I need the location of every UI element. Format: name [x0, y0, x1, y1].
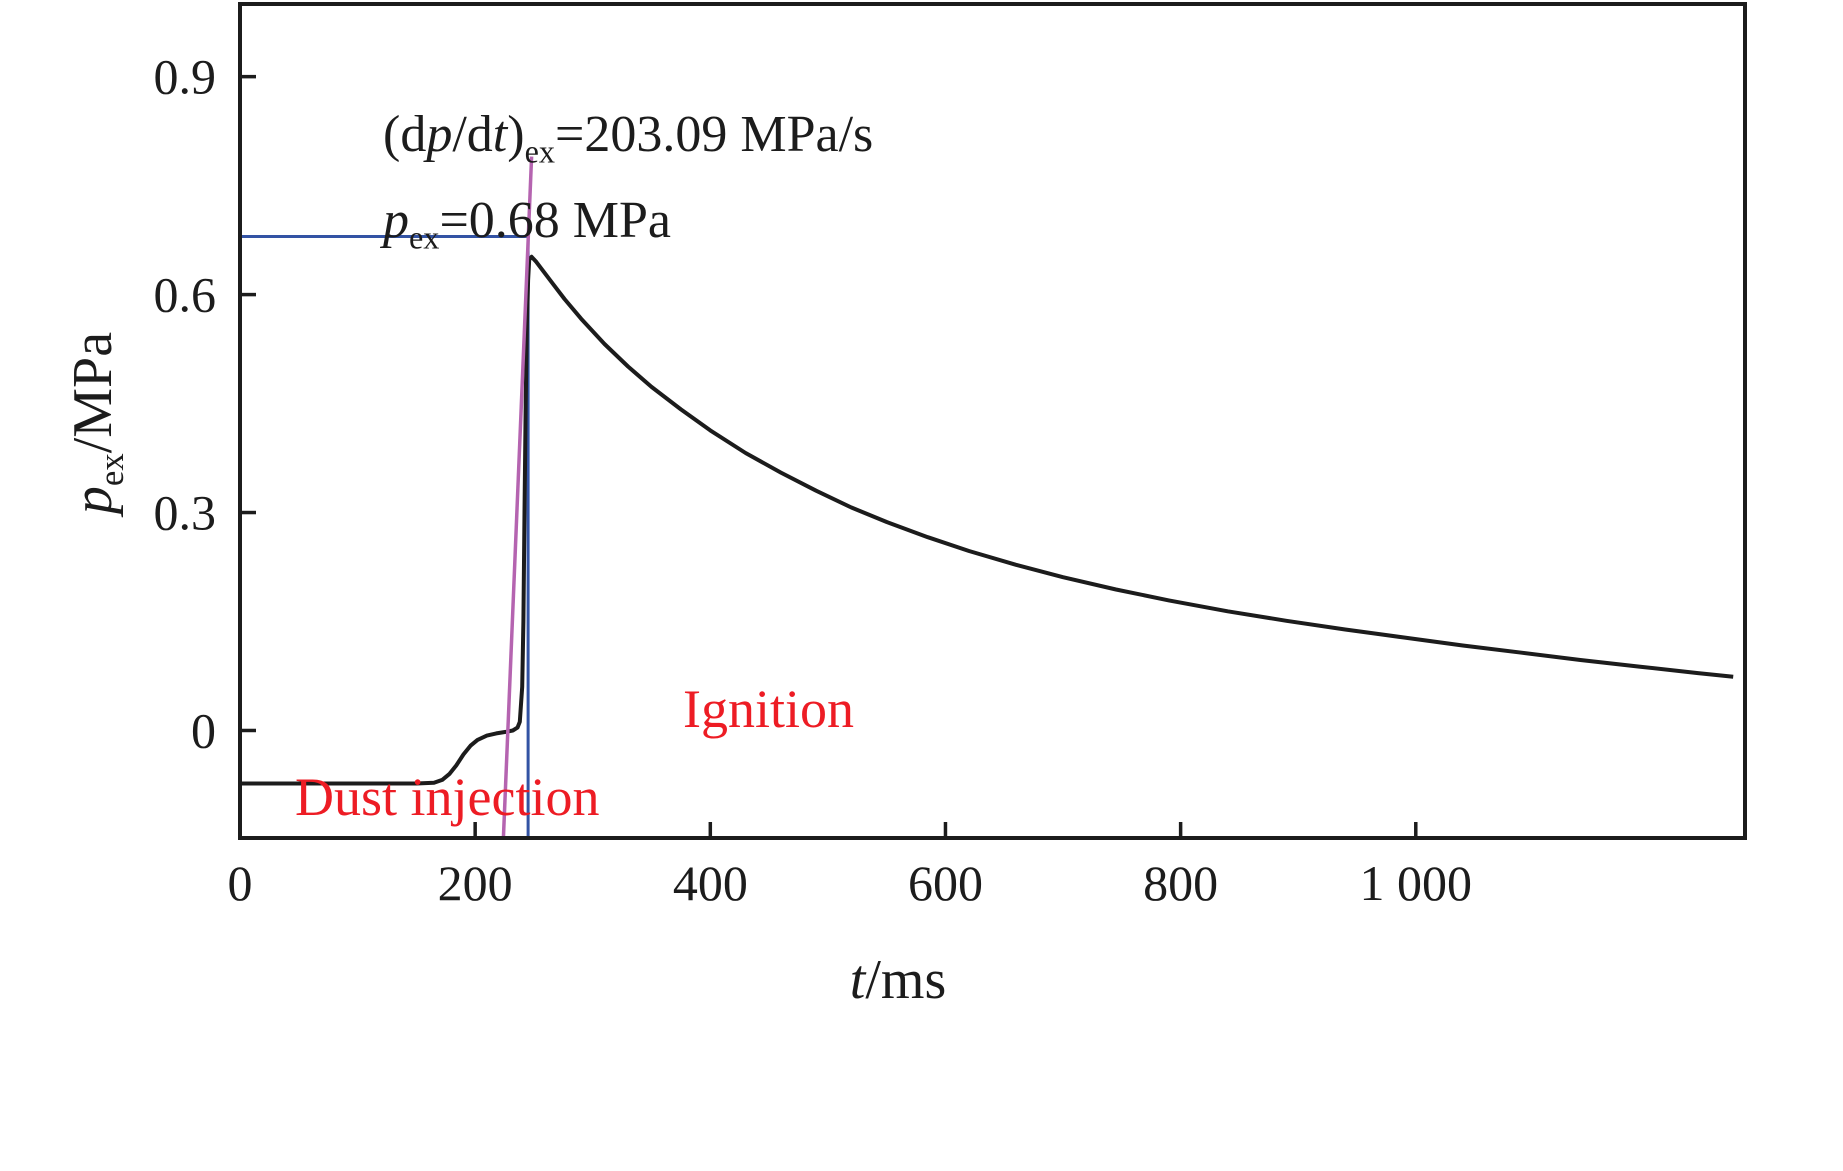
y-tick-label: 0.3	[154, 485, 217, 541]
x-tick-label: 200	[438, 855, 513, 911]
pex-p-var: p	[383, 192, 409, 249]
x-tick-label: 800	[1143, 855, 1218, 911]
x-axis-variable: t	[849, 949, 866, 1011]
dpdt-close: )	[507, 106, 525, 163]
dpdt-p-var: p	[426, 106, 453, 163]
dpdt-tangent-line	[501, 156, 534, 839]
plot-frame	[238, 2, 1747, 840]
dpdt-t-var: t	[492, 106, 508, 163]
x-tick-label: 0	[228, 855, 253, 911]
dust-injection-label: Dust injection	[295, 767, 600, 827]
dpdt-annotation: (dp/dt)ex=203.09 MPa/s	[383, 106, 874, 168]
dpdt-value: =203.09 MPa/s	[555, 106, 874, 163]
pex-subscript: ex	[409, 219, 440, 256]
pressure-trace-line	[240, 254, 1734, 786]
dpdt-mid: /d	[452, 106, 493, 163]
pex-reference-line	[240, 235, 530, 838]
y-axis-unit: /MPa	[62, 331, 124, 454]
pex-annotation: pex=0.68 MPa	[383, 192, 671, 254]
x-tick-label: 600	[908, 855, 983, 911]
dpdt-subscript: ex	[524, 133, 555, 170]
x-axis-unit: /ms	[865, 949, 947, 1011]
y-axis-subscript: ex	[92, 453, 132, 487]
x-axis-label: t/ms	[850, 948, 946, 1012]
ignition-label: Ignition	[683, 679, 854, 739]
y-tick-label: 0	[191, 702, 216, 758]
x-tick-label: 1 000	[1360, 855, 1473, 911]
y-tick-label: 0.9	[154, 49, 217, 105]
y-axis-label: pex/MPa	[61, 331, 131, 515]
dpdt-pre: (d	[383, 106, 427, 163]
y-axis-variable: p	[62, 486, 124, 515]
ignition-text: Ignition	[683, 679, 854, 739]
dust-injection-text: Dust injection	[295, 767, 600, 827]
x-tick-label: 400	[673, 855, 748, 911]
y-tick-label: 0.6	[154, 267, 217, 323]
pex-value: =0.68 MPa	[439, 192, 671, 249]
